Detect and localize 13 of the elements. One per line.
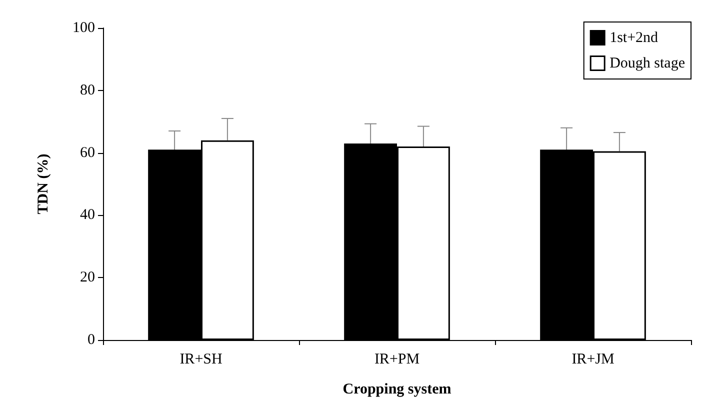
x-tick-label: IR+PM	[374, 352, 420, 368]
y-tick-label: 40	[80, 207, 95, 224]
y-axis-title: TDN (%)	[36, 154, 52, 214]
x-tick-label: IR+JM	[572, 352, 614, 368]
legend-label: Dough stage	[610, 55, 686, 72]
y-tick-label: 0	[88, 332, 95, 348]
x-tick-label: IR+SH	[180, 352, 222, 368]
y-tick-label: 80	[80, 82, 95, 98]
legend-label: 1st+2nd	[610, 30, 659, 46]
y-tick-label: 20	[80, 270, 95, 286]
x-axis-title: Cropping system	[342, 382, 452, 398]
y-tick-label: 100	[72, 20, 95, 36]
y-tick-label: 60	[80, 144, 95, 161]
